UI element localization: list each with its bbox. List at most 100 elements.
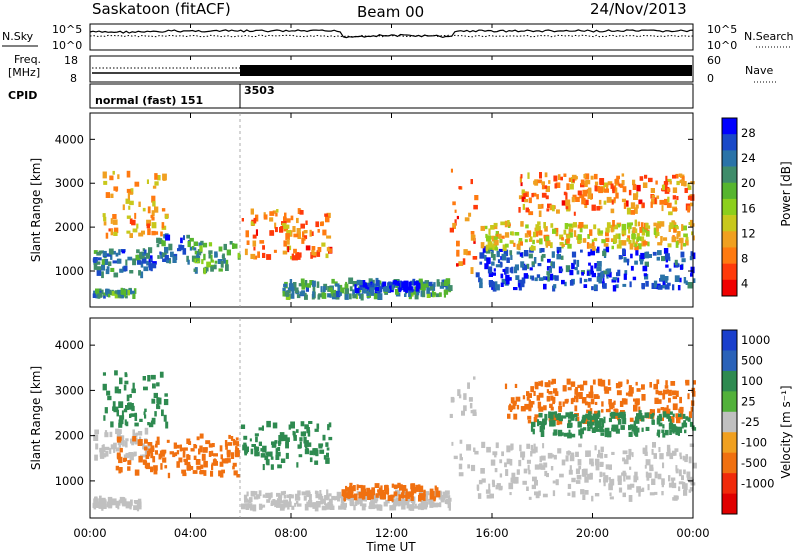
heatmap-cell <box>646 477 650 481</box>
heatmap-cell <box>291 253 294 261</box>
heatmap-cell <box>528 253 533 259</box>
heatmap-cell <box>109 501 113 508</box>
heatmap-cell <box>685 236 689 242</box>
heatmap-cell <box>183 447 188 451</box>
heatmap-cell <box>626 222 632 230</box>
heatmap-cell <box>202 242 208 248</box>
heatmap-cell <box>690 195 695 200</box>
heatmap-cell <box>283 494 287 499</box>
heatmap-cell <box>677 231 681 237</box>
heatmap-cell <box>466 444 472 451</box>
heatmap-cell <box>631 452 634 458</box>
heatmap-cell <box>127 460 132 465</box>
heatmap-cell <box>155 440 160 445</box>
heatmap-cell <box>116 429 122 434</box>
heatmap-cell <box>133 451 137 457</box>
heatmap-cell <box>502 244 507 251</box>
heatmap-cell <box>490 251 494 258</box>
heatmap-cell <box>646 230 650 237</box>
heatmap-cell <box>634 245 639 251</box>
power-colorbar-tick: 28 <box>741 126 756 140</box>
heatmap-cell <box>582 238 587 243</box>
heatmap-cell <box>556 413 561 420</box>
heatmap-cell <box>298 283 303 287</box>
heatmap-cell <box>634 471 638 477</box>
heatmap-cell <box>603 182 609 188</box>
heatmap-cell <box>660 221 665 227</box>
heatmap-cell <box>412 278 416 286</box>
heatmap-cell <box>443 294 446 298</box>
heatmap-cell <box>533 231 536 238</box>
heatmap-cell <box>613 234 617 242</box>
heatmap-cell <box>389 505 394 511</box>
heatmap-cell <box>152 261 157 265</box>
heatmap-cell <box>553 284 557 289</box>
y-tick-label: 4000 <box>55 132 84 146</box>
heatmap-cell <box>119 447 123 453</box>
heatmap-cell <box>608 417 612 423</box>
heatmap-cell <box>487 241 493 248</box>
heatmap-cell <box>565 199 571 207</box>
heatmap-cell <box>604 188 609 193</box>
heatmap-cell <box>100 498 104 502</box>
heatmap-cell <box>547 203 552 209</box>
heatmap-cell <box>161 240 166 247</box>
heatmap-cell <box>565 192 568 200</box>
heatmap-cell <box>589 472 593 480</box>
colorbar-segment <box>722 432 737 453</box>
heatmap-cell <box>118 499 122 503</box>
heatmap-cell <box>635 249 639 256</box>
heatmap-cell <box>205 440 211 445</box>
heatmap-cell <box>99 450 104 457</box>
heatmap-cell <box>513 477 518 484</box>
heatmap-cell <box>687 183 690 191</box>
heatmap-cell <box>580 432 583 439</box>
heatmap-cell <box>540 248 545 253</box>
heatmap-cell <box>563 191 567 196</box>
heatmap-cell <box>236 441 240 447</box>
heatmap-cell <box>151 398 156 404</box>
heatmap-cell <box>680 243 683 250</box>
heatmap-cell <box>110 228 114 236</box>
heatmap-cell <box>124 501 127 507</box>
heatmap-cell <box>251 444 256 447</box>
heatmap-cell <box>625 392 630 396</box>
heatmap-cell <box>198 448 201 455</box>
heatmap-cell <box>530 386 534 393</box>
heatmap-cell <box>458 463 463 470</box>
heatmap-cell <box>362 287 368 294</box>
heatmap-cell <box>640 222 644 229</box>
heatmap-cell <box>252 234 257 239</box>
heatmap-cell <box>456 263 459 267</box>
heatmap-cell <box>668 211 673 216</box>
heatmap-cell <box>321 242 326 247</box>
heatmap-cell <box>421 290 426 298</box>
heatmap-cell <box>414 503 417 507</box>
heatmap-cell <box>373 292 378 300</box>
heatmap-cell <box>506 277 512 281</box>
heatmap-cell <box>354 287 360 293</box>
heatmap-cell <box>558 415 563 422</box>
heatmap-cell <box>656 223 662 229</box>
heatmap-cell <box>649 382 652 388</box>
heatmap-cell <box>297 232 301 239</box>
heatmap-cell <box>412 291 416 295</box>
heatmap-cell <box>470 410 475 414</box>
heatmap-cell <box>582 427 587 431</box>
heatmap-cell <box>688 411 692 419</box>
heatmap-cell <box>568 204 571 211</box>
heatmap-cell <box>605 464 610 470</box>
heatmap-cell <box>534 277 538 282</box>
heatmap-cell <box>479 278 483 284</box>
heatmap-cell <box>243 442 247 447</box>
heatmap-cell <box>611 451 615 455</box>
heatmap-cell <box>636 233 640 239</box>
noise-left-tick-top: 10^5 <box>52 23 82 36</box>
heatmap-cell <box>288 424 291 430</box>
heatmap-cell <box>161 409 164 417</box>
heatmap-cell <box>635 228 638 233</box>
heatmap-cell <box>567 432 572 439</box>
heatmap-cell <box>92 502 97 508</box>
heatmap-cell <box>692 235 695 241</box>
heatmap-cell <box>675 390 679 397</box>
